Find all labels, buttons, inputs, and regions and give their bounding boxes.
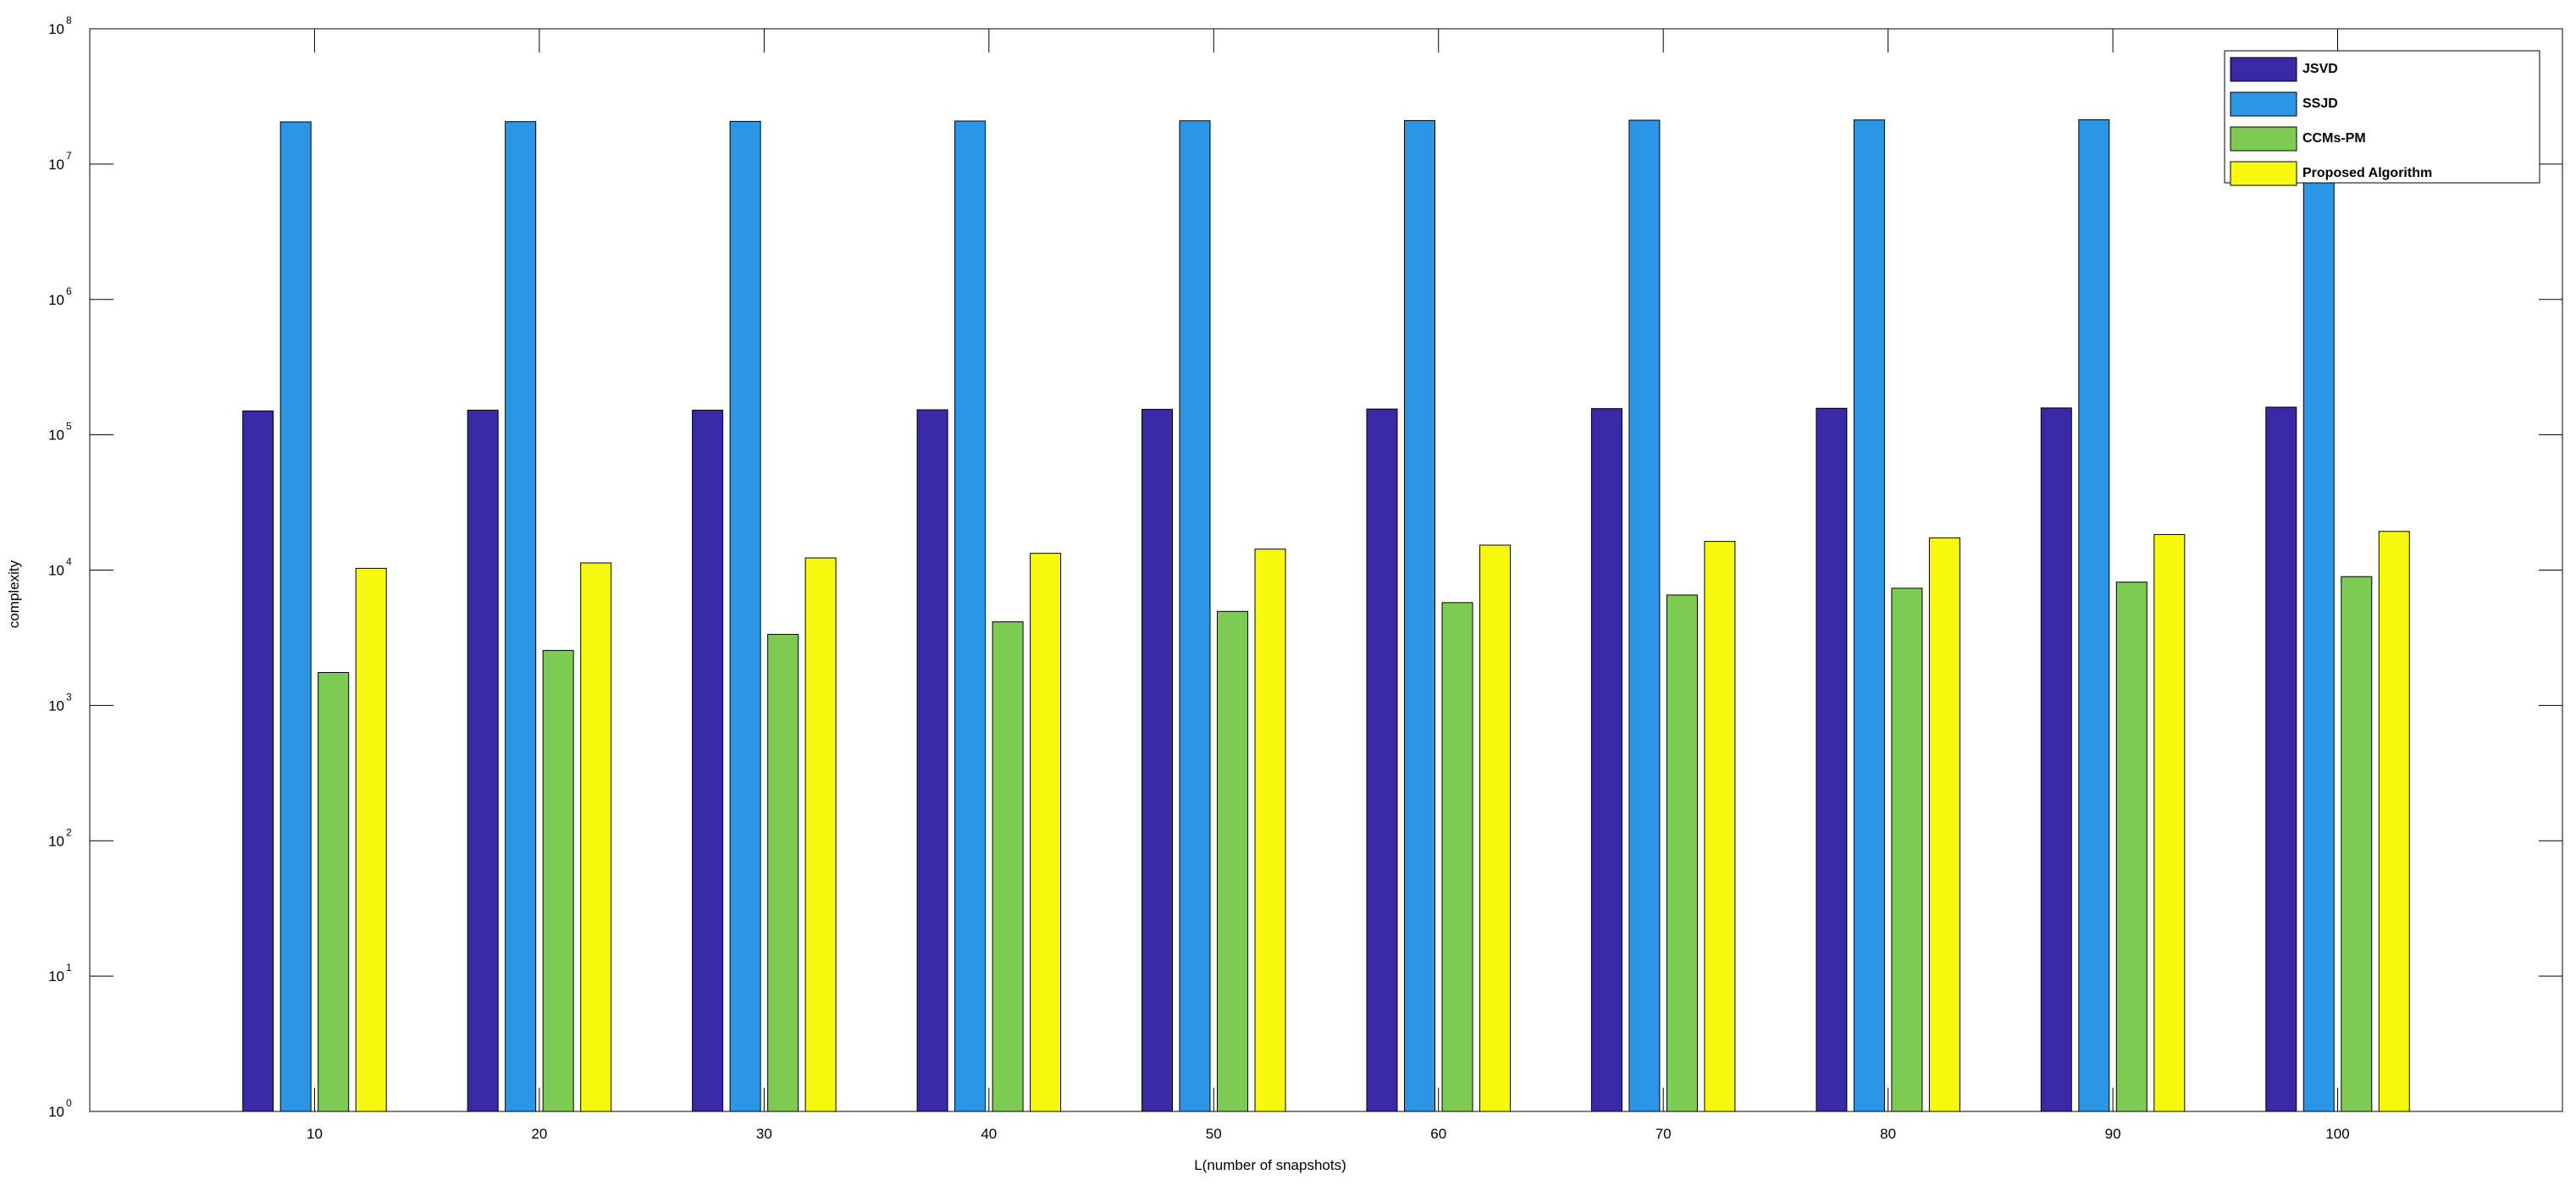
legend-label-ccms-pm: CCMs-PM bbox=[2302, 131, 2366, 146]
y-tick-label-base-6: 10 bbox=[48, 292, 64, 308]
y-tick-label-base-5: 10 bbox=[48, 427, 64, 444]
bar-jsvd-40 bbox=[916, 409, 948, 1112]
bar-proposed-algorithm-20 bbox=[580, 562, 612, 1112]
y-tick-label-base-7: 10 bbox=[48, 157, 64, 173]
y-tick-label-base-8: 10 bbox=[48, 21, 64, 37]
legend: JSVD SSJD CCMs-PM Proposed Algorithm bbox=[2224, 50, 2540, 186]
x-tick-label-70: 70 bbox=[1656, 1126, 1672, 1142]
plot-frame bbox=[89, 28, 2563, 1112]
bar-jsvd-50 bbox=[1142, 409, 1173, 1112]
legend-swatch-ssjd bbox=[2230, 91, 2297, 117]
bar-ssjd-70 bbox=[1628, 119, 1661, 1112]
y-axis-title: complexity bbox=[6, 560, 22, 628]
legend-label-proposed-algorithm: Proposed Algorithm bbox=[2302, 166, 2432, 180]
bar-ssjd-20 bbox=[505, 121, 537, 1112]
y-tick-label-exp-6: 6 bbox=[66, 285, 72, 297]
x-tick-label-90: 90 bbox=[2105, 1126, 2121, 1142]
bar-ccms-pm-50 bbox=[1217, 610, 1248, 1112]
bar-proposed-algorithm-50 bbox=[1254, 549, 1286, 1112]
legend-swatch-jsvd bbox=[2230, 57, 2297, 82]
bar-jsvd-10 bbox=[242, 411, 274, 1112]
legend-swatch-ccms-pm bbox=[2230, 126, 2297, 152]
bar-ccms-pm-70 bbox=[1666, 594, 1698, 1112]
bar-ccms-pm-90 bbox=[2115, 582, 2148, 1112]
x-tick-label-60: 60 bbox=[1430, 1126, 1446, 1142]
legend-label-jsvd: JSVD bbox=[2302, 62, 2338, 76]
y-tick-label-exp-7: 7 bbox=[66, 150, 72, 162]
bar-ssjd-10 bbox=[279, 121, 312, 1112]
bar-ccms-pm-100 bbox=[2341, 576, 2373, 1112]
bar-ccms-pm-40 bbox=[992, 621, 1024, 1112]
bar-ccms-pm-10 bbox=[318, 672, 350, 1112]
y-tick-label-exp-0: 0 bbox=[66, 1097, 72, 1109]
bar-ssjd-40 bbox=[954, 120, 987, 1112]
x-tick-label-50: 50 bbox=[1206, 1126, 1222, 1142]
bar-ssjd-80 bbox=[1853, 119, 1885, 1112]
y-tick-label-exp-4: 4 bbox=[66, 556, 72, 568]
bar-ccms-pm-30 bbox=[767, 633, 799, 1112]
y-tick-label-base-0: 10 bbox=[48, 1104, 64, 1120]
bar-proposed-algorithm-80 bbox=[1928, 537, 1960, 1112]
x-tick-label-30: 30 bbox=[756, 1126, 772, 1142]
y-tick-label-exp-3: 3 bbox=[66, 691, 72, 703]
bar-jsvd-30 bbox=[692, 410, 724, 1112]
bar-ccms-pm-60 bbox=[1441, 602, 1473, 1112]
y-tick-label-base-4: 10 bbox=[48, 563, 64, 579]
x-tick-label-10: 10 bbox=[307, 1126, 323, 1142]
bar-proposed-algorithm-10 bbox=[355, 567, 387, 1112]
bar-proposed-algorithm-100 bbox=[2378, 531, 2410, 1112]
bar-jsvd-60 bbox=[1366, 408, 1398, 1112]
bar-proposed-algorithm-70 bbox=[1704, 541, 1736, 1112]
x-axis-title: L(number of snapshots) bbox=[1194, 1157, 1346, 1173]
y-tick-label-exp-8: 8 bbox=[66, 14, 72, 26]
legend-label-ssjd: SSJD bbox=[2302, 96, 2338, 111]
bar-jsvd-90 bbox=[2040, 407, 2072, 1112]
x-tick-label-40: 40 bbox=[981, 1126, 997, 1142]
bar-jsvd-100 bbox=[2265, 406, 2297, 1112]
bar-proposed-algorithm-60 bbox=[1479, 544, 1511, 1112]
bar-jsvd-70 bbox=[1590, 408, 1622, 1112]
bars-layer bbox=[242, 119, 2410, 1112]
y-tick-label-exp-2: 2 bbox=[66, 826, 72, 838]
bar-jsvd-80 bbox=[1816, 407, 1848, 1112]
bar-ccms-pm-20 bbox=[542, 649, 574, 1112]
axes-layer bbox=[89, 28, 2563, 1112]
bar-ccms-pm-80 bbox=[1891, 587, 1923, 1112]
y-tick-label-exp-1: 1 bbox=[66, 962, 72, 973]
bar-ssjd-50 bbox=[1179, 120, 1211, 1112]
ticks-layer: 10 20 30 40 50 60 70 80 90 1001001011021031041051… bbox=[48, 14, 2562, 1142]
y-tick-label-exp-5: 5 bbox=[66, 421, 72, 433]
bar-ssjd-60 bbox=[1404, 119, 1435, 1112]
x-tick-label-20: 20 bbox=[531, 1126, 547, 1142]
x-tick-label-100: 100 bbox=[2325, 1126, 2349, 1142]
y-tick-label-base-1: 10 bbox=[48, 968, 64, 984]
bar-proposed-algorithm-40 bbox=[1030, 553, 1062, 1112]
bar-jsvd-20 bbox=[467, 410, 499, 1112]
y-tick-label-base-3: 10 bbox=[48, 698, 64, 714]
bar-ssjd-100 bbox=[2302, 119, 2335, 1112]
legend-swatch-proposed-algorithm bbox=[2230, 161, 2297, 186]
bar-ssjd-30 bbox=[729, 120, 761, 1112]
x-tick-label-80: 80 bbox=[1880, 1126, 1896, 1142]
y-tick-label-base-2: 10 bbox=[48, 833, 64, 849]
bar-ssjd-90 bbox=[2078, 119, 2110, 1112]
bar-proposed-algorithm-30 bbox=[804, 557, 837, 1112]
bar-proposed-algorithm-90 bbox=[2153, 534, 2186, 1112]
